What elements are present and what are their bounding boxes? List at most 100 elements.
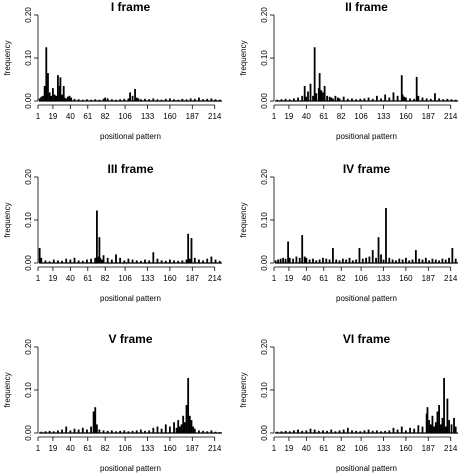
x-tick-label: 40 xyxy=(66,112,75,121)
bar xyxy=(429,98,432,101)
bar xyxy=(346,98,349,101)
x-tick-label: 160 xyxy=(399,274,413,283)
bar xyxy=(77,260,80,263)
bar xyxy=(312,95,314,101)
x-tick-label: 106 xyxy=(118,112,132,121)
bar xyxy=(206,258,209,263)
bar xyxy=(66,96,69,101)
x-tick-label: 106 xyxy=(354,112,368,121)
bar xyxy=(50,95,53,101)
y-tick-label: 0.10 xyxy=(24,382,33,398)
chart-title: V frame xyxy=(108,332,152,346)
bar xyxy=(94,257,97,263)
bar xyxy=(218,99,221,101)
y-axis-label: frequency xyxy=(239,202,248,237)
bar xyxy=(391,259,394,263)
bar xyxy=(44,431,47,433)
chart-title: I frame xyxy=(111,0,151,14)
x-tick-label: 19 xyxy=(48,444,57,453)
bar xyxy=(81,427,84,433)
bar xyxy=(443,377,445,433)
x-tick-label: 40 xyxy=(302,444,311,453)
bar xyxy=(388,430,391,433)
bar xyxy=(106,257,109,263)
bar xyxy=(62,85,65,101)
bar xyxy=(169,426,171,433)
y-tick-label: 0.20 xyxy=(260,7,269,23)
bar xyxy=(202,99,204,101)
bar xyxy=(119,430,122,433)
bar xyxy=(292,258,294,263)
y-tick-label: 0.00 xyxy=(24,425,33,441)
bar xyxy=(206,431,209,433)
bar xyxy=(442,99,445,101)
bar xyxy=(421,259,424,263)
bar xyxy=(330,429,333,433)
bar xyxy=(297,429,299,433)
bar xyxy=(42,95,44,101)
bar xyxy=(368,256,371,263)
bar xyxy=(355,99,358,101)
bar xyxy=(338,430,341,433)
y-tick-label: 0.10 xyxy=(260,382,269,398)
bar xyxy=(188,258,191,263)
bar xyxy=(277,259,280,263)
bar xyxy=(375,430,378,433)
bar xyxy=(135,430,138,433)
bar xyxy=(169,259,171,263)
bar xyxy=(156,99,159,101)
bar xyxy=(315,93,318,101)
bar xyxy=(98,237,101,263)
bar xyxy=(363,98,366,101)
y-tick-label: 0.00 xyxy=(260,93,269,109)
bar xyxy=(375,257,377,263)
bar xyxy=(438,260,440,263)
x-tick-label: 133 xyxy=(141,112,155,121)
bar xyxy=(65,258,68,263)
y-tick-label: 0.10 xyxy=(24,50,33,66)
bar xyxy=(40,257,43,263)
bar xyxy=(312,258,314,263)
bar xyxy=(446,398,449,433)
y-tick-label: 0.20 xyxy=(24,169,33,185)
bar xyxy=(342,96,345,101)
bar xyxy=(102,430,105,433)
y-axis-label: frequency xyxy=(3,40,12,75)
bar xyxy=(73,257,76,263)
x-tick-label: 214 xyxy=(444,112,458,121)
bar xyxy=(371,98,374,101)
bar xyxy=(431,415,434,433)
y-tick-label: 0.20 xyxy=(24,339,33,355)
bar xyxy=(401,94,404,101)
x-tick-label: 40 xyxy=(302,274,311,283)
bar xyxy=(160,99,163,101)
bar xyxy=(441,258,444,263)
bar xyxy=(426,407,429,433)
y-axis-label: frequency xyxy=(3,372,12,407)
bar xyxy=(52,431,55,433)
x-tick-label: 82 xyxy=(101,444,110,453)
bar xyxy=(69,259,72,263)
bar xyxy=(45,47,48,101)
x-tick-label: 19 xyxy=(284,444,293,453)
bar xyxy=(169,98,171,101)
x-tick-label: 160 xyxy=(163,444,177,453)
bar xyxy=(164,424,167,433)
bar xyxy=(280,99,283,101)
bar xyxy=(326,95,328,101)
bar xyxy=(276,99,279,101)
bar xyxy=(429,424,432,433)
bar xyxy=(86,259,88,263)
y-tick-label: 0.10 xyxy=(260,212,269,228)
bar xyxy=(210,430,213,433)
bar xyxy=(431,258,434,263)
bar xyxy=(73,428,76,433)
bar xyxy=(439,424,442,433)
bar xyxy=(43,85,46,101)
bar xyxy=(185,259,188,263)
bar xyxy=(210,98,213,101)
bar xyxy=(334,95,337,101)
x-tick-label: 187 xyxy=(186,274,200,283)
bar xyxy=(355,430,358,433)
bar xyxy=(218,260,221,263)
